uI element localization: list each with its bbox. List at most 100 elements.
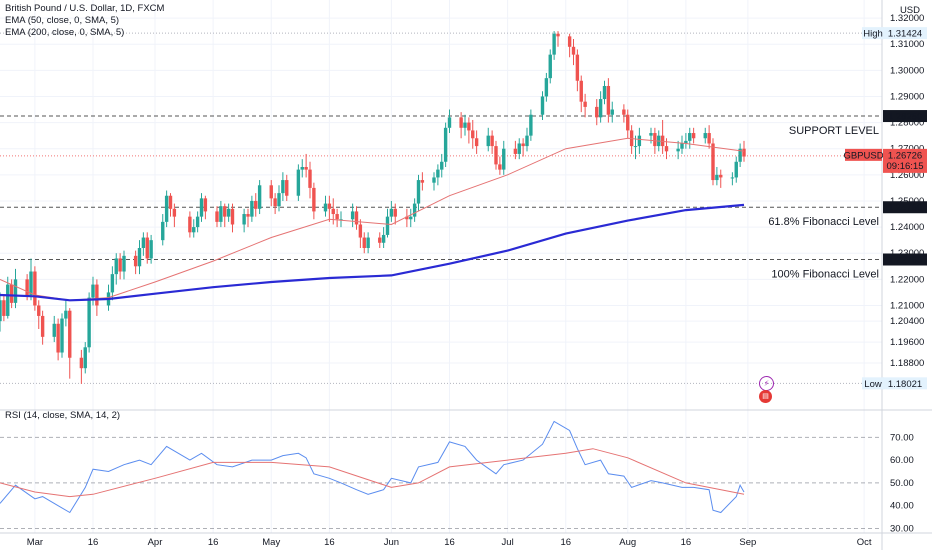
candle-body	[149, 240, 153, 259]
candle-body	[226, 208, 231, 217]
candle-body	[296, 169, 301, 196]
candle-body	[79, 357, 84, 369]
candle-body	[548, 54, 552, 79]
rsi-tick: 50.00	[890, 478, 914, 489]
candle-body	[653, 133, 657, 147]
candle-body	[583, 101, 587, 107]
candle-body	[118, 258, 122, 272]
low-price-text: 1.18021	[888, 379, 922, 390]
currency-label: USD	[900, 5, 920, 16]
candle-body	[393, 208, 397, 217]
date-tick: 16	[560, 537, 571, 548]
candle-body	[730, 177, 735, 179]
candle-body	[87, 297, 91, 348]
candle-body	[366, 237, 370, 248]
price-tick: 1.20400	[890, 316, 924, 327]
candle-body	[680, 143, 684, 149]
candle-body	[389, 208, 394, 217]
date-tick: Apr	[148, 537, 163, 548]
candle-body	[0, 300, 2, 322]
candle-body	[474, 138, 479, 147]
date-tick: 16	[681, 537, 692, 548]
rsi-pane	[0, 420, 882, 529]
candle-body	[161, 221, 165, 241]
candle-body	[110, 274, 115, 293]
high-tag	[862, 27, 884, 40]
candle-body	[742, 148, 746, 157]
candle-body	[540, 96, 545, 115]
candle-body	[443, 127, 448, 162]
candle-body	[459, 117, 463, 128]
candle-body	[691, 133, 696, 139]
candle-body	[327, 203, 332, 209]
candle-body	[405, 216, 409, 220]
price-tick: 1.26000	[890, 170, 924, 181]
candle-body	[738, 148, 742, 162]
candle-body	[64, 310, 68, 319]
candle-body	[637, 135, 642, 147]
candles	[0, 31, 746, 384]
main-legend: British Pound / U.S. Dollar, 1D, FXCM EM…	[5, 3, 164, 39]
candle-body	[219, 206, 223, 222]
candle-body	[192, 227, 196, 233]
candle-body	[277, 193, 281, 207]
candle-body	[273, 198, 277, 207]
candle-body	[529, 114, 533, 136]
candle-body	[25, 279, 29, 296]
us-flag-icon[interactable]: ▤	[759, 390, 772, 403]
candle-body	[556, 33, 560, 37]
legend-ema50[interactable]: EMA (50, close, 0, SMA, 5)	[5, 15, 120, 26]
candle-body	[567, 36, 572, 47]
candle-body	[269, 185, 273, 199]
candle-body	[354, 211, 359, 225]
candle-body	[606, 86, 611, 115]
price-tick: 1.30000	[890, 65, 924, 76]
date-tick: Mar	[27, 537, 43, 548]
candle-body	[544, 78, 549, 97]
legend-rsi[interactable]: RSI (14, close, SMA, 14, 2)	[5, 410, 121, 421]
candle-body	[91, 284, 95, 298]
candle-body	[707, 133, 711, 144]
candle-body	[246, 214, 250, 217]
price-tick: 1.28000	[890, 118, 924, 129]
candle-body	[164, 195, 169, 222]
time-axis[interactable]: Mar 16 Apr 16 May 16 Jun 16 Jul 16 Aug 16 Sep Oct	[27, 537, 872, 548]
candle-body	[440, 161, 444, 170]
candle-body	[362, 237, 366, 248]
date-tick: 16	[208, 537, 219, 548]
candle-body	[331, 208, 335, 215]
date-tick: Jun	[384, 537, 399, 548]
candle-body	[33, 271, 37, 306]
candle-body	[242, 214, 246, 225]
level-price-tag	[883, 201, 927, 214]
chart-title: British Pound / U.S. Dollar, 1D, FXCM	[5, 3, 165, 14]
candle-body	[525, 135, 529, 147]
candle-body	[649, 133, 653, 136]
level-lines: SUPPORT LEVEL 61.8% Fibonacci Level 100% F…	[0, 32, 882, 384]
date-tick: Oct	[857, 537, 872, 548]
price-axis[interactable]: USD1.320001.310001.300001.290001.280001.…	[890, 5, 924, 534]
candle-body	[323, 203, 328, 212]
candle-body	[688, 133, 692, 141]
date-tick: May	[262, 537, 280, 548]
candle-body	[575, 54, 580, 81]
low-label: Low	[864, 379, 882, 390]
candle-body	[254, 200, 258, 209]
lightning-icon[interactable]: ⚡	[759, 376, 774, 391]
level-label: SUPPORT LEVEL	[789, 125, 879, 137]
candle-body	[29, 271, 33, 296]
candle-body	[447, 117, 452, 128]
candle-body	[223, 206, 227, 217]
candle-body	[141, 237, 146, 248]
price-tick: 1.21000	[890, 300, 924, 311]
candle-body	[622, 109, 626, 115]
candle-body	[52, 323, 56, 337]
candle-body	[257, 185, 262, 209]
candle-body	[598, 99, 603, 118]
symbol-tag	[845, 148, 882, 161]
price-tick: 1.32000	[890, 13, 924, 24]
candle-body	[610, 109, 614, 115]
legend-ema200[interactable]: EMA (200, close, 0, SMA, 5)	[5, 27, 125, 38]
candle-body	[378, 237, 382, 243]
